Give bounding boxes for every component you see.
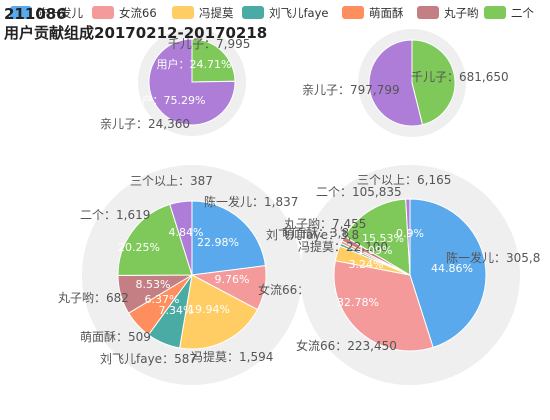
legend-label: 二个 [511, 6, 534, 20]
pie-chart: 陈一发儿：305,8 女流66：223,450 冯提莫：22,100刘飞儿faye：… [266, 165, 540, 385]
legend-item[interactable]: 二个 [484, 6, 534, 20]
slice-percent-label: 9.76% [215, 273, 250, 286]
legend-swatch [417, 6, 439, 19]
legend-item[interactable]: 刘飞儿faye [242, 6, 328, 20]
pie-slice[interactable] [409, 198, 487, 349]
slice-percent-label: 44.86% [431, 262, 473, 275]
slice-percent-label: 7.34% [159, 304, 194, 317]
legend-item[interactable]: 陈一发儿 [10, 6, 83, 20]
legend-swatch [172, 6, 194, 19]
pie-chart: 千儿子：7,995 亲儿子：24,360 用户：24.71% 用户：75.29% [100, 28, 250, 136]
slice-value-label: 女流66：223,450 [296, 338, 397, 353]
slice-percent-label: 3.24% [349, 258, 384, 271]
slice-percent-label: 用户：24.71% [157, 57, 232, 71]
slice-percent-label: 0.9% [396, 227, 424, 240]
pie-slice[interactable] [191, 200, 266, 276]
pie-slice[interactable] [169, 200, 193, 276]
legend-item[interactable]: 女流66 [92, 6, 157, 20]
pie-slice[interactable] [368, 39, 424, 127]
pie-slice[interactable] [179, 274, 259, 350]
pie-slice[interactable] [191, 38, 236, 83]
slice-percent-label: 用户：75.29% [131, 93, 206, 107]
slice-percent-label: 1.09% [358, 244, 393, 257]
pie-slice[interactable] [343, 198, 411, 276]
slice-value-label: 亲儿子：24,360 [100, 117, 190, 131]
slice-value-label: 丸子哟：7,455 [284, 217, 366, 231]
slice-percent-label: 8.53% [136, 278, 171, 291]
pie-slice[interactable] [411, 39, 456, 126]
legend-swatch [10, 6, 32, 19]
legend-label: 陈一发儿 [37, 6, 83, 20]
slice-value-label: 千儿子：681,650 [411, 70, 509, 84]
slice-value-label: 千儿子：7,995 [168, 37, 250, 51]
legend-label: 女流66 [119, 6, 157, 20]
legend-label: 冯提莫 [199, 6, 234, 20]
pie-slice[interactable] [405, 198, 411, 276]
slice-percent-label: 15.53% [362, 232, 404, 245]
chart-title: 用户贡献组成20170212-20170218 [4, 24, 267, 42]
slice-value-label: 萌面酥：3,8 [282, 226, 349, 240]
slice-percent-label: 22.98% [197, 236, 239, 249]
legend-swatch [484, 6, 506, 19]
legend-swatch [242, 6, 264, 19]
legend-item[interactable]: 丸子哟 [417, 6, 479, 20]
slice-value-label: 亲儿子：797,799 [302, 83, 400, 97]
slice-value-label: 二个：1,619 [80, 208, 150, 222]
pie-slice[interactable] [148, 38, 236, 126]
legend-item[interactable]: 冯提莫 [172, 6, 234, 20]
legend: 陈一发儿 女流66 冯提莫 刘飞儿faye 萌面酥 丸子哟 二个 [10, 6, 534, 20]
chart-title-code: 211086 [4, 5, 67, 23]
pie-slice[interactable] [117, 203, 193, 276]
slice-value-label: 刘飞儿faye：3,8 [266, 228, 359, 242]
pie-charts: 千儿子：7,995亲儿子：24,360用户：24.71%用户：75.29%千儿子… [58, 28, 540, 385]
slice-value-label: 冯提莫：22,100 [298, 239, 388, 254]
pie-chart: 千儿子：681,650 亲儿子：797,799 [302, 29, 509, 137]
slice-percent-label: 6.37% [145, 293, 180, 306]
slice-percent-label: 19.94% [188, 303, 230, 316]
slice-value-label: 陈一发儿：1,837 [204, 194, 298, 209]
slice-percent-label: 4.84% [169, 226, 204, 239]
slice-value-label: 陈一发儿：305,8 [446, 250, 540, 265]
slice-percent-label: 20.25% [118, 241, 160, 254]
slice-value-label: 刘飞儿faye：587 [100, 352, 197, 366]
pie-slice[interactable] [333, 260, 434, 352]
slice-percent-label: 32.78% [337, 296, 379, 309]
legend-swatch [92, 6, 114, 19]
pie-chart: 陈一发儿：1,837女流66：780冯提莫：1,594刘飞儿faye：587萌面… [58, 165, 332, 385]
slice-value-label: 三个以上：6,165 [357, 173, 451, 187]
legend-label: 萌面酥 [369, 6, 404, 20]
slice-value-label: 萌面酥：509 [80, 330, 151, 344]
legend-item[interactable]: 萌面酥 [342, 6, 404, 20]
legend-label: 刘飞儿faye [269, 6, 328, 20]
slice-value-label: 二个：105,835 [316, 185, 402, 199]
slice-value-label: 冯提莫：1,594 [191, 349, 273, 364]
slice-value-label: 三个以上：387 [130, 174, 213, 188]
legend-swatch [342, 6, 364, 19]
legend-label: 丸子哟 [444, 6, 479, 20]
slice-value-label: 丸子哟：682 [58, 291, 129, 305]
